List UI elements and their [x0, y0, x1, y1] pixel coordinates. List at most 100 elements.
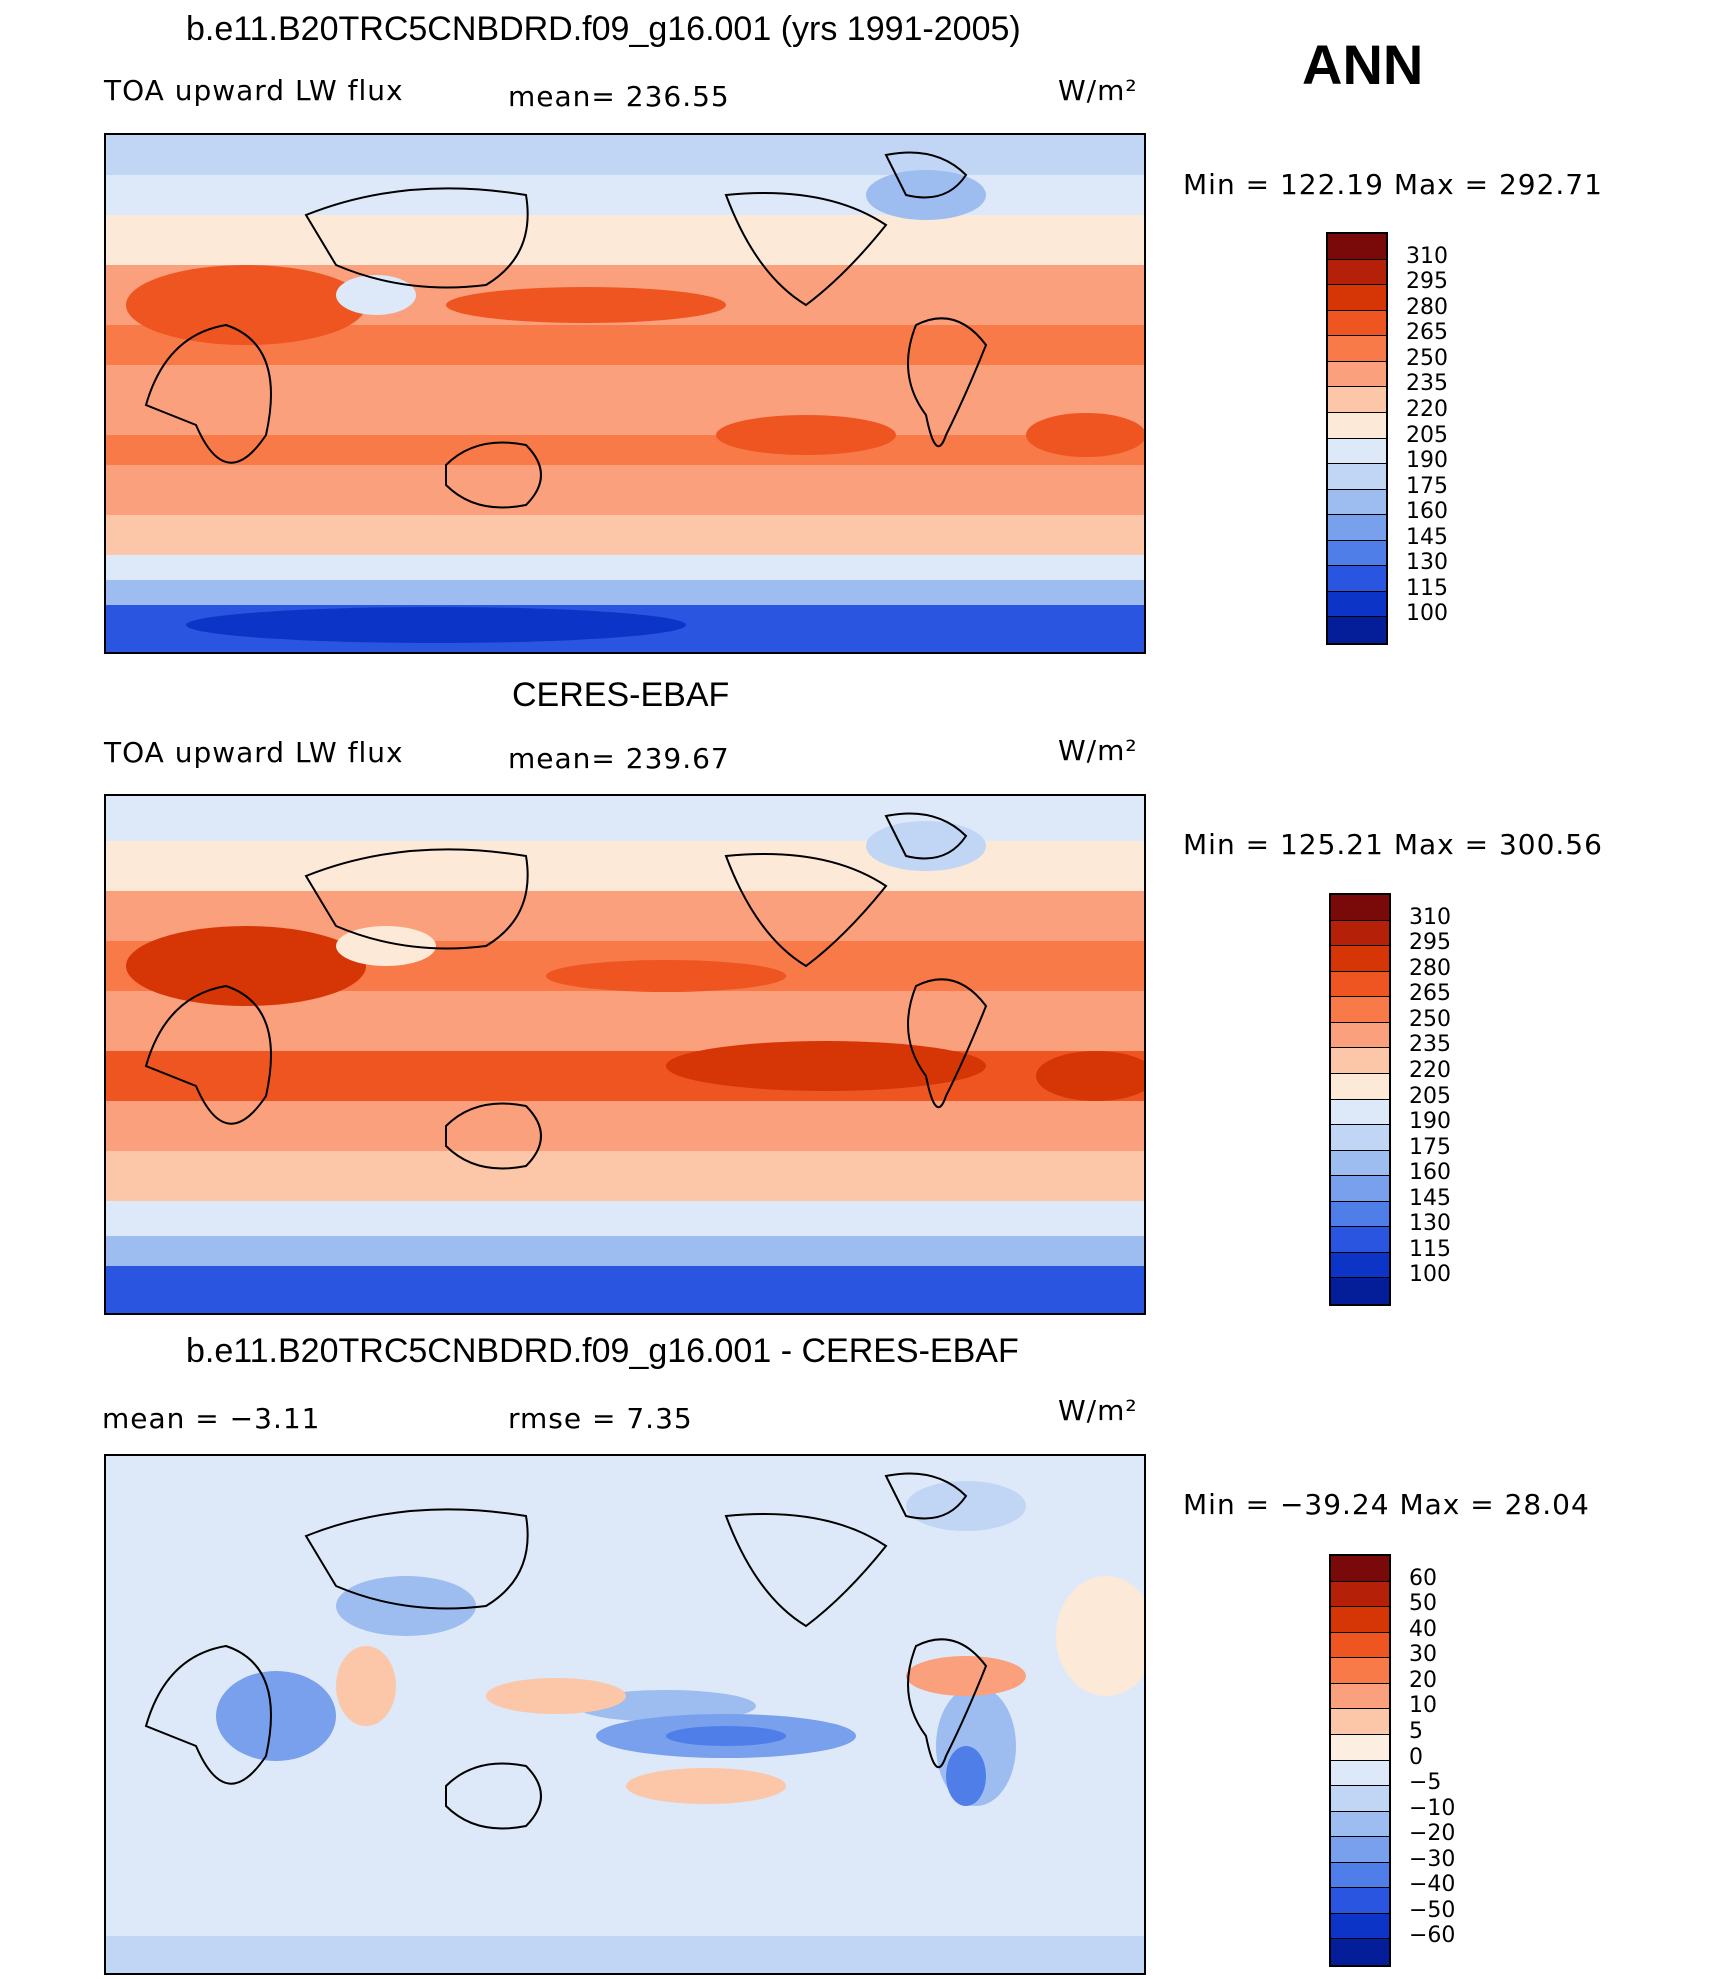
colorbar-tick-label: 235 [1406, 371, 1448, 397]
colorbar-tick-label: 130 [1406, 550, 1448, 576]
colorbar-box [1331, 1227, 1389, 1253]
colorbar-tick-label: −50 [1409, 1897, 1456, 1923]
colorbar-tick-label: 250 [1406, 345, 1448, 371]
colorbar-tick-label: −20 [1409, 1821, 1456, 1847]
colorbar-tick-label: 250 [1409, 1006, 1451, 1032]
colorbar-tick-label: 310 [1409, 904, 1451, 930]
colorbar-tick-label: 205 [1409, 1083, 1451, 1109]
colorbar-box [1331, 1581, 1389, 1608]
colorbar-box [1331, 1862, 1389, 1889]
colorbar-box [1328, 285, 1386, 311]
colorbar-tick-label: 145 [1409, 1185, 1451, 1211]
colorbar-box [1331, 1913, 1389, 1940]
colorbar-box [1331, 1022, 1389, 1049]
colorbar-box [1331, 1939, 1389, 1965]
panel-2-map [104, 794, 1146, 1315]
colorbar-tick-label: 160 [1409, 1160, 1451, 1186]
colorbar-tick-label: 10 [1409, 1693, 1437, 1719]
colorbar-box [1331, 1888, 1389, 1914]
colorbar-box [1328, 234, 1386, 260]
colorbar-box [1331, 1125, 1389, 1151]
colorbar-tick-label: 310 [1406, 243, 1448, 269]
colorbar-tick-label: 30 [1409, 1642, 1437, 1668]
colorbar-tick-label: 100 [1409, 1262, 1451, 1288]
colorbar-box [1331, 1278, 1389, 1304]
colorbar-tick-label: 265 [1406, 320, 1448, 346]
colorbar-tick-label: 175 [1409, 1134, 1451, 1160]
colorbar-tick-label: 40 [1409, 1616, 1437, 1642]
colorbar-box [1328, 566, 1386, 592]
colorbar-tick-label: 100 [1406, 601, 1448, 627]
colorbar-box [1331, 1176, 1389, 1202]
colorbar-box [1328, 489, 1386, 516]
panel-1-mean-label: mean= 236.55 [508, 80, 730, 113]
panel-2-minmax: Min = 125.21 Max = 300.56 [1183, 828, 1603, 861]
panel-1-title: b.e11.B20TRC5CNBDRD.f09_g16.001 (yrs 199… [186, 10, 1021, 48]
panel-1-units: W/m² [1058, 74, 1138, 107]
panel-2-units: W/m² [1058, 734, 1138, 767]
colorbar-box [1331, 1760, 1389, 1787]
colorbar-tick-label: 175 [1406, 473, 1448, 499]
colorbar-box [1331, 1252, 1389, 1279]
colorbar-box [1331, 1048, 1389, 1074]
colorbar-tick-label: 295 [1406, 269, 1448, 295]
colorbar-box [1331, 1786, 1389, 1812]
colorbar-tick-label: 190 [1409, 1109, 1451, 1135]
colorbar-tick-label: 220 [1406, 396, 1448, 422]
colorbar-box [1328, 591, 1386, 618]
colorbar-box [1328, 515, 1386, 541]
colorbar-box [1328, 617, 1386, 643]
colorbar-tick-label: 115 [1406, 575, 1448, 601]
colorbar-tick-label: −40 [1409, 1872, 1456, 1898]
colorbar-box [1331, 1734, 1389, 1761]
colorbar-box [1328, 336, 1386, 362]
panel-1-minmax: Min = 122.19 Max = 292.71 [1183, 168, 1603, 201]
colorbar-tick-label: 115 [1409, 1236, 1451, 1262]
colorbar-box [1331, 1150, 1389, 1177]
panel-3-title: b.e11.B20TRC5CNBDRD.f09_g16.001 - CERES-… [186, 1332, 1019, 1370]
colorbar-tick-label: 265 [1409, 981, 1451, 1007]
colorbar-box [1328, 259, 1386, 286]
colorbar-tick-label: −10 [1409, 1795, 1456, 1821]
panel-1-variable-label: TOA upward LW flux [104, 74, 404, 107]
colorbar-box [1328, 464, 1386, 490]
colorbar-box [1331, 1837, 1389, 1863]
colorbar-tick-label: 160 [1406, 499, 1448, 525]
colorbar-box [1328, 438, 1386, 465]
colorbar-box [1328, 361, 1386, 388]
colorbar-tick-label: 20 [1409, 1667, 1437, 1693]
panel-2-title: CERES-EBAF [512, 676, 730, 714]
colorbar-box [1328, 540, 1386, 567]
panel-1-map [104, 133, 1146, 654]
panel-3-map [104, 1454, 1146, 1975]
colorbar-box [1331, 1811, 1389, 1838]
colorbar-box [1331, 1073, 1389, 1100]
colorbar-box [1331, 971, 1389, 998]
colorbar-box [1328, 412, 1386, 439]
colorbar-box [1331, 895, 1389, 921]
colorbar-tick-label: 205 [1406, 422, 1448, 448]
panel-3-minmax: Min = −39.24 Max = 28.04 [1183, 1488, 1590, 1521]
panel-3-rmse-label: rmse = 7.35 [508, 1402, 693, 1435]
panel-3-colorbar [1329, 1554, 1391, 1967]
panel-2-colorbar [1329, 893, 1391, 1306]
colorbar-box [1331, 1099, 1389, 1126]
colorbar-tick-label: −5 [1409, 1770, 1442, 1796]
colorbar-box [1331, 997, 1389, 1023]
colorbar-box [1331, 946, 1389, 972]
colorbar-box [1331, 920, 1389, 947]
colorbar-tick-label: 130 [1409, 1211, 1451, 1237]
panel-3-mean-label: mean = −3.11 [102, 1402, 321, 1435]
colorbar-box [1331, 1683, 1389, 1710]
colorbar-tick-label: 190 [1406, 448, 1448, 474]
colorbar-tick-label: 50 [1409, 1591, 1437, 1617]
colorbar-box [1331, 1607, 1389, 1633]
panel-2-mean-label: mean= 239.67 [508, 742, 730, 775]
colorbar-box [1331, 1709, 1389, 1735]
colorbar-box [1331, 1632, 1389, 1659]
colorbar-tick-label: 295 [1409, 930, 1451, 956]
colorbar-tick-label: 60 [1409, 1565, 1437, 1591]
colorbar-tick-label: 5 [1409, 1718, 1423, 1744]
colorbar-box [1331, 1201, 1389, 1228]
panel-2-variable-label: TOA upward LW flux [104, 736, 404, 769]
